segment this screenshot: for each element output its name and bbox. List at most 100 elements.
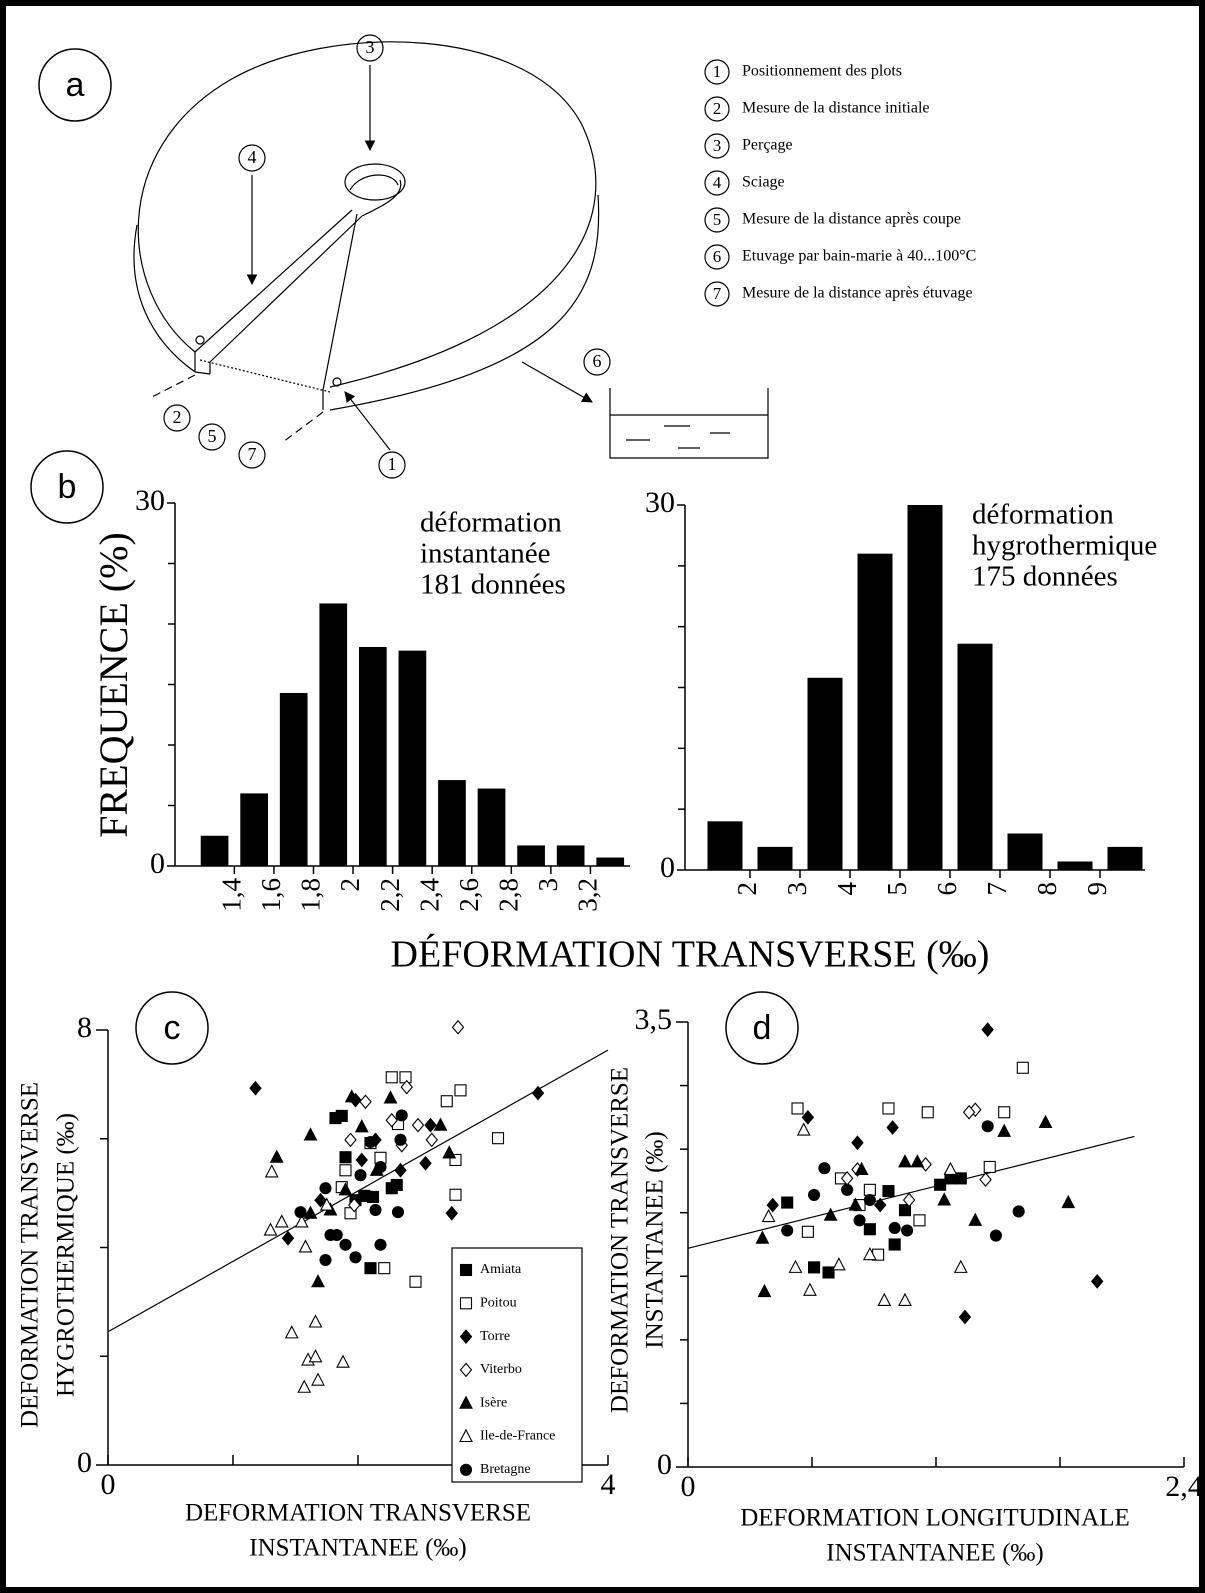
marker bbox=[766, 1197, 779, 1213]
x-tick-label: 1,4 bbox=[217, 878, 247, 912]
marker bbox=[854, 1161, 869, 1176]
y-tick-label: 8 bbox=[77, 1011, 92, 1044]
callout-circle bbox=[583, 348, 611, 376]
marker bbox=[863, 1223, 876, 1236]
x-tick-label: 6 bbox=[932, 882, 962, 896]
x-tick-label: 3 bbox=[533, 878, 563, 892]
marker bbox=[374, 1238, 387, 1251]
step-text: Mesure de la distance initiale bbox=[742, 100, 929, 117]
x-tick-label: 3 bbox=[782, 882, 812, 896]
bar bbox=[517, 845, 545, 866]
marker bbox=[308, 1314, 323, 1328]
callout-circle bbox=[356, 34, 384, 62]
marker bbox=[400, 1079, 413, 1095]
bar bbox=[857, 553, 893, 870]
x-tick-label: 2,2 bbox=[375, 878, 405, 912]
marker bbox=[440, 1095, 453, 1108]
step-number: 4 bbox=[713, 173, 722, 192]
marker bbox=[919, 1157, 932, 1172]
marker bbox=[336, 1354, 350, 1368]
step-circle bbox=[704, 96, 730, 122]
step-number: 3 bbox=[713, 136, 722, 155]
marker bbox=[330, 1228, 343, 1242]
bar bbox=[398, 650, 427, 866]
marker bbox=[898, 1204, 912, 1217]
step-number: 7 bbox=[713, 284, 722, 303]
callout-circle bbox=[198, 423, 226, 451]
step-circle bbox=[704, 133, 730, 159]
marker bbox=[873, 1197, 887, 1213]
legend-label: Torre bbox=[480, 1329, 510, 1344]
marker bbox=[863, 1183, 876, 1196]
legend-label: Poitou bbox=[480, 1296, 517, 1311]
marker bbox=[349, 1251, 362, 1264]
marker bbox=[335, 1109, 348, 1122]
step-number: 1 bbox=[713, 62, 722, 81]
legend-label: Ile-de-France bbox=[480, 1429, 555, 1444]
marker bbox=[755, 1230, 770, 1244]
legend-label: Amiata bbox=[480, 1262, 522, 1277]
marker bbox=[385, 1071, 398, 1084]
marker bbox=[378, 1262, 391, 1275]
y-tick-label: 30 bbox=[135, 484, 165, 517]
step-number: 6 bbox=[713, 247, 722, 266]
marker bbox=[981, 1120, 994, 1133]
y-tick-label: 0 bbox=[660, 851, 675, 884]
marker bbox=[801, 1110, 815, 1125]
marker bbox=[983, 1160, 996, 1173]
marker bbox=[303, 1205, 318, 1219]
annotation: déformation bbox=[420, 507, 562, 539]
marker bbox=[449, 1188, 462, 1201]
marker bbox=[308, 1349, 323, 1363]
x-tick-label: 9 bbox=[1082, 882, 1112, 896]
callout-circle bbox=[238, 441, 266, 469]
bar bbox=[707, 821, 743, 870]
marker bbox=[433, 1117, 448, 1131]
marker bbox=[851, 1135, 864, 1151]
bar bbox=[319, 603, 348, 866]
marker bbox=[823, 1207, 838, 1221]
marker bbox=[781, 1224, 794, 1237]
step-number: 5 bbox=[713, 210, 722, 229]
bar bbox=[807, 677, 843, 870]
bar bbox=[596, 857, 625, 866]
legend-marker bbox=[459, 1463, 473, 1476]
step-circle bbox=[704, 281, 730, 307]
x-tick-label: 3,2 bbox=[573, 878, 603, 912]
panel-letters: a b c d bbox=[30, 48, 799, 1065]
marker bbox=[958, 1309, 972, 1325]
marker bbox=[998, 1106, 1011, 1119]
x-tick-label: 7 bbox=[982, 882, 1012, 896]
annotation: instantanée bbox=[420, 538, 550, 570]
marker bbox=[355, 1152, 368, 1168]
x-axis-title: DEFORMATION TRANSVERSE bbox=[185, 1500, 531, 1527]
marker bbox=[862, 1246, 877, 1261]
y-axis-title: INSTANTANEE (‰) bbox=[642, 1131, 669, 1348]
marker bbox=[888, 1221, 901, 1235]
marker bbox=[319, 1182, 332, 1195]
y-axis-title: DEFORMATION TRANSVERSE bbox=[17, 1082, 44, 1428]
bar bbox=[438, 780, 466, 866]
y-tick-label: 0 bbox=[150, 847, 165, 880]
marker bbox=[937, 1192, 952, 1206]
x-tick-label: 4 bbox=[832, 882, 862, 896]
marker bbox=[319, 1197, 334, 1211]
bar bbox=[1107, 846, 1143, 870]
x-tick-label: 2,4 bbox=[1165, 1470, 1203, 1503]
step-text: Mesure de la distance après étuvage bbox=[742, 285, 973, 302]
y-tick-label: 30 bbox=[645, 486, 675, 519]
marker bbox=[294, 1206, 307, 1219]
marker bbox=[781, 1196, 794, 1209]
marker bbox=[348, 1197, 361, 1213]
legend-marker bbox=[459, 1297, 473, 1310]
marker bbox=[954, 1172, 967, 1185]
step-circle bbox=[704, 59, 730, 85]
callout-number: 3 bbox=[366, 37, 375, 57]
x-tick-label: 0 bbox=[101, 1468, 116, 1501]
marker bbox=[934, 1178, 947, 1191]
annotation: hygrothermique bbox=[972, 530, 1157, 562]
marker bbox=[808, 1261, 821, 1274]
step-text: Perçage bbox=[742, 137, 793, 154]
marker bbox=[314, 1192, 327, 1208]
callout-circle bbox=[238, 144, 266, 172]
